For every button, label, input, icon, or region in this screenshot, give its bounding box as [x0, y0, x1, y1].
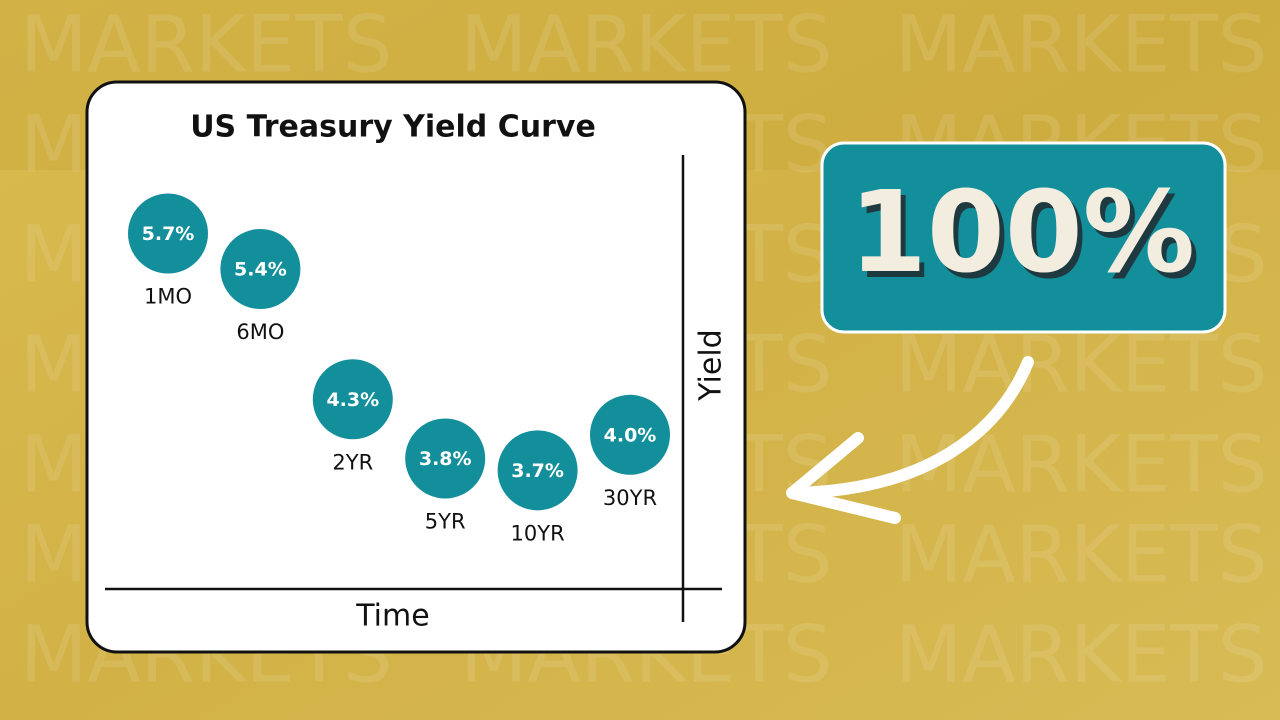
x-tick-label: 5YR	[425, 509, 466, 533]
value-label: 5.7%	[142, 223, 195, 245]
dot	[497, 430, 578, 511]
x-tick-label: 1MO	[144, 285, 192, 309]
value-label: 3.7%	[511, 460, 564, 482]
dot	[312, 359, 393, 440]
x-tick-label: 30YR	[603, 486, 657, 510]
badge-shadow: 100%	[854, 174, 1200, 304]
badge-text: 100%	[849, 168, 1195, 298]
watermark-text: MARKETS	[895, 510, 1267, 600]
value-label: 4.3%	[326, 389, 379, 411]
watermark-text: MARKETS	[895, 610, 1267, 700]
x-tick-label: 6MO	[236, 320, 284, 344]
dot	[590, 394, 670, 475]
x-tick-label: 10YR	[511, 521, 565, 545]
y-axis-label: Yield	[694, 329, 729, 401]
chart-title: US Treasury Yield Curve	[190, 110, 596, 145]
value-label: 3.8%	[419, 448, 472, 470]
dot	[405, 418, 486, 499]
watermark-text: MARKETS	[460, 0, 832, 90]
value-label: 4.0%	[604, 424, 657, 446]
dot	[220, 229, 301, 310]
chart-card	[85, 80, 747, 654]
x-axis-label: Time	[355, 599, 429, 634]
arrow-head	[786, 432, 901, 524]
plot: 5.7% 1MO 5.4% 6MO 4.3% 2YR 3.8% 5YR 3.7% 10YR 4.0%…	[128, 193, 670, 545]
badge-box	[820, 141, 1227, 334]
dot	[128, 193, 208, 274]
value-label: 5.4%	[234, 259, 287, 281]
x-tick-label: 2YR	[332, 450, 373, 474]
watermark-text: MARKETS	[895, 320, 1267, 410]
watermark-text: MARKETS	[895, 420, 1267, 510]
arrow	[789, 356, 1034, 499]
watermark-text: MARKETS	[895, 0, 1267, 90]
watermark-text: MARKETS	[20, 0, 392, 90]
